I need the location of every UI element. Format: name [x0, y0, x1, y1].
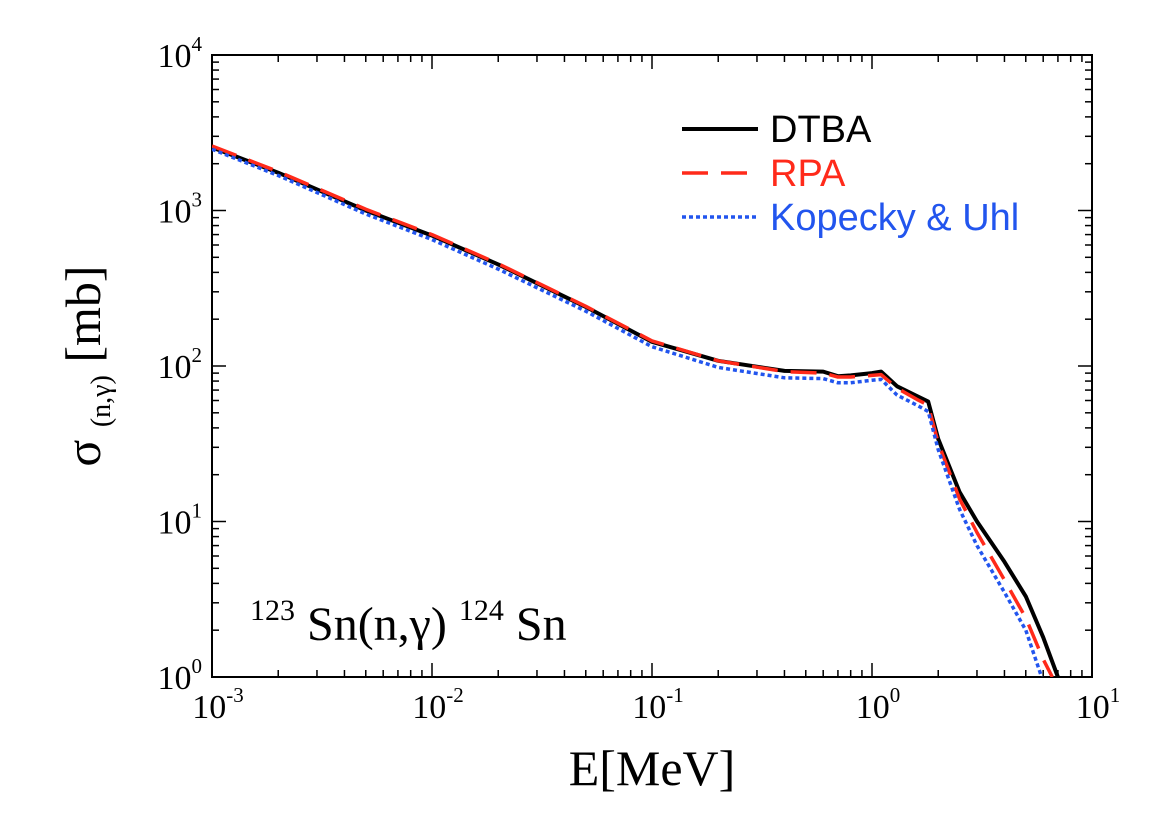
- x-tick-label-base: 10: [632, 689, 666, 726]
- y-tick-label-base: 10: [158, 38, 192, 75]
- y-tick-label-base: 10: [158, 660, 192, 697]
- x-tick-label-base: 10: [856, 689, 890, 726]
- series-lines: [212, 144, 1060, 677]
- y-tick-label-base: 10: [158, 194, 192, 231]
- x-tick-label: 10-3: [192, 683, 244, 726]
- y-tick-label-exp: 0: [192, 654, 203, 678]
- y-tick-label: 102: [158, 343, 203, 386]
- series-line-2: [212, 144, 1054, 677]
- x-tick-label-exp: 0: [890, 683, 901, 707]
- y-tick-label-exp: 3: [192, 188, 203, 212]
- y-tick-label-base: 10: [158, 505, 192, 542]
- legend-label-3: Kopecky & Uhl: [770, 197, 1019, 239]
- y-tick-label: 101: [158, 499, 203, 542]
- x-tick-label-exp: 1: [1110, 683, 1121, 707]
- x-tick-label: 100: [856, 683, 901, 726]
- series-line-3: [212, 147, 1044, 677]
- x-tick-label-exp: -1: [666, 683, 684, 707]
- legend-label-1: DTBA: [770, 109, 872, 151]
- x-tick-label-exp: -3: [226, 683, 244, 707]
- axis-ticks: [211, 54, 1093, 678]
- y-tick-label: 100: [158, 654, 203, 697]
- x-axis-title: E[MeV]: [569, 740, 736, 796]
- y-tick-label-base: 10: [158, 349, 192, 386]
- annotation-main: Sn(n,γ): [307, 598, 447, 651]
- annotation-reaction: 123 Sn(n,γ) 124 Sn: [250, 578, 567, 651]
- y-axis-title: σ (n,γ) [mb]: [55, 265, 121, 466]
- x-tick-label: 10-1: [632, 683, 684, 726]
- y-tick-label: 104: [158, 32, 203, 75]
- y-tick-label-exp: 2: [192, 343, 203, 367]
- x-tick-label-exp: -2: [446, 683, 464, 707]
- y-axis-title-unit: [mb]: [55, 265, 111, 362]
- y-tick-label: 103: [158, 188, 203, 231]
- annotation-pre-sup: 123: [250, 594, 295, 627]
- annotation-mid-sup: 124: [459, 594, 504, 627]
- x-tick-label-base: 10: [412, 689, 446, 726]
- y-axis-title-base: σ: [55, 440, 111, 467]
- x-tick-labels: 10-3 10-2 10-1 100 101: [192, 683, 1120, 726]
- x-tick-label-base: 10: [1076, 689, 1110, 726]
- x-tick-label: 10-2: [412, 683, 464, 726]
- y-axis-title-sub: (n,γ): [86, 375, 117, 427]
- y-tick-label-exp: 1: [192, 499, 203, 523]
- y-tick-label-exp: 4: [192, 32, 203, 56]
- annotation-post: Sn: [516, 598, 567, 651]
- legend-label-2: RPA: [770, 153, 846, 195]
- x-tick-label-base: 10: [192, 689, 226, 726]
- plot-frame: [211, 54, 1093, 678]
- x-tick-label: 101: [1076, 683, 1121, 726]
